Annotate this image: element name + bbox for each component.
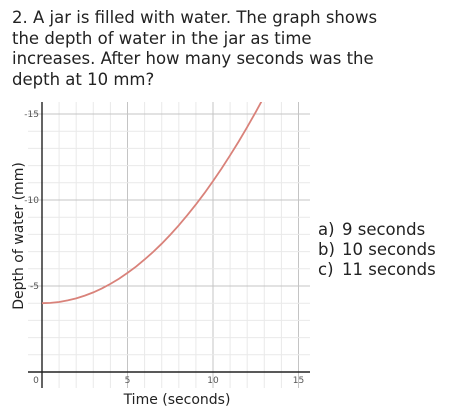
option-letter: b) xyxy=(318,240,335,259)
answer-options: a) 9 seconds b) 10 seconds c) 11 seconds xyxy=(318,220,436,280)
x-tick-label: 0 xyxy=(33,376,39,386)
depth-curve xyxy=(41,102,263,305)
question-text: 2. A jar is filled with water. The graph… xyxy=(12,8,442,90)
option-a[interactable]: a) 9 seconds xyxy=(318,220,436,240)
option-text: 10 seconds xyxy=(342,240,436,259)
y-axis-label: Depth of water (mm) xyxy=(11,162,27,310)
x-axis-label: Time (seconds) xyxy=(123,392,231,408)
chart-axes xyxy=(28,102,310,388)
option-letter: a) xyxy=(318,220,335,239)
x-tick-label: 15 xyxy=(293,376,304,386)
option-b[interactable]: b) 10 seconds xyxy=(318,240,436,260)
y-tick-label: -15 xyxy=(24,110,39,120)
y-tick-label: -5 xyxy=(30,282,39,292)
option-c[interactable]: c) 11 seconds xyxy=(318,260,436,280)
y-tick-label: -10 xyxy=(24,196,39,206)
option-text: 11 seconds xyxy=(342,260,436,279)
question-line: increases. After how many seconds was th… xyxy=(12,49,374,68)
question-line: the depth of water in the jar as time xyxy=(12,28,312,48)
option-text: 9 seconds xyxy=(342,220,426,239)
chart-ticks: 0 5 10 15 -5 -10 -15 xyxy=(24,110,304,386)
question-line: 2. A jar is filled with water. The graph… xyxy=(12,8,378,27)
chart-curve xyxy=(41,102,263,305)
x-tick-label: 10 xyxy=(207,376,219,386)
chart-grid xyxy=(28,102,310,388)
x-tick-label: 5 xyxy=(125,376,131,386)
option-letter: c) xyxy=(318,260,334,279)
question-line: depth at 10 mm? xyxy=(12,69,155,89)
